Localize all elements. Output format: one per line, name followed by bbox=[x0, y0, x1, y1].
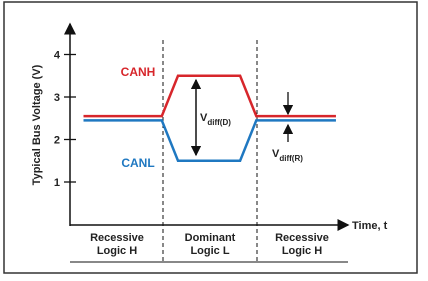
symbol: V bbox=[200, 112, 208, 124]
vdiff-d-label: Vdiff(D) bbox=[200, 112, 231, 127]
vdiff-r-label: Vdiff(R) bbox=[272, 148, 303, 163]
series-line bbox=[83, 119, 336, 162]
subscript: diff(D) bbox=[207, 118, 231, 127]
region-label: Logic H bbox=[97, 245, 137, 257]
series-label: CANL bbox=[121, 156, 154, 170]
region-label: Recessive bbox=[90, 232, 144, 244]
y-tick-label: 2 bbox=[54, 135, 60, 147]
region-label: Logic L bbox=[190, 245, 229, 257]
symbol: V bbox=[272, 148, 280, 160]
series-line bbox=[83, 74, 336, 118]
series-label: CANH bbox=[121, 65, 156, 79]
subscript: diff(R) bbox=[279, 154, 303, 163]
x-axis-label: Time, t bbox=[352, 220, 388, 232]
y-tick-label: 1 bbox=[54, 177, 60, 189]
frame bbox=[3, 1, 418, 274]
y-tick-label: 4 bbox=[54, 50, 61, 62]
y-axis-label: Typical Bus Voltage (V) bbox=[31, 64, 43, 185]
y-tick-label: 3 bbox=[54, 92, 60, 104]
region-label: Recessive bbox=[275, 232, 329, 244]
region-label: Logic H bbox=[282, 245, 322, 257]
region-label: Dominant bbox=[185, 232, 236, 244]
